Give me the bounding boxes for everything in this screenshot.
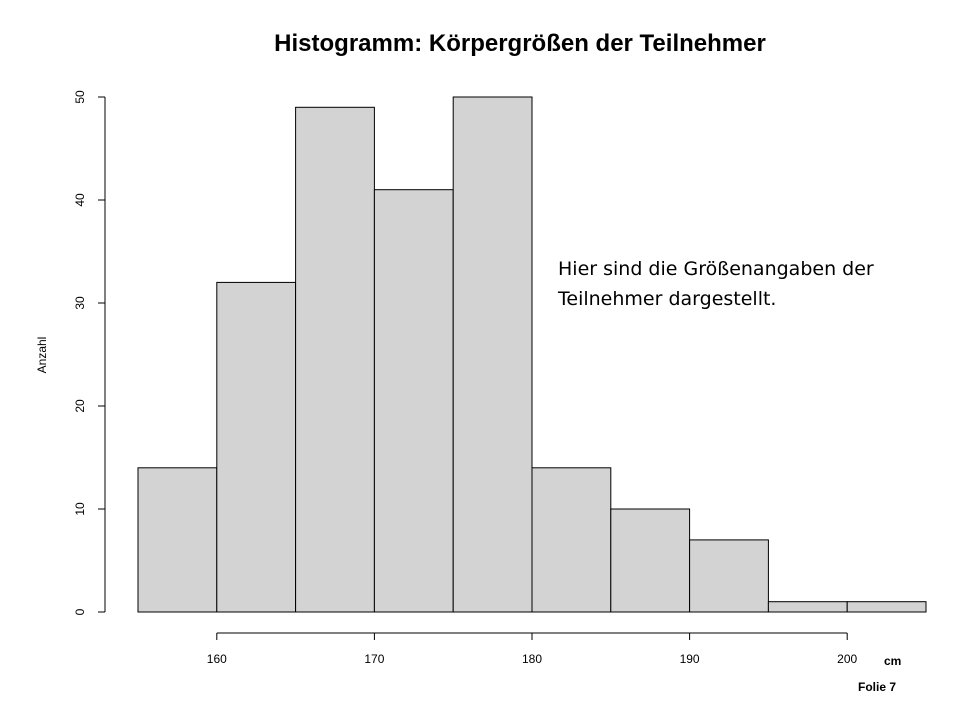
y-tick-label: 30 (73, 296, 87, 310)
histogram-bar (373, 189, 454, 613)
y-tick-label: 0 (73, 608, 87, 615)
histogram-bar (216, 281, 297, 613)
y-tick-label: 20 (73, 399, 87, 413)
x-tick-label: 190 (680, 652, 700, 666)
annotation-text: Hier sind die Größenangaben der Teilnehm… (558, 254, 918, 314)
annotation-line-1: Hier sind die Größenangaben der (558, 258, 874, 280)
histogram-bar (846, 601, 927, 613)
x-tick-label: 160 (207, 652, 227, 666)
y-tick-label: 10 (73, 502, 87, 516)
histogram-bar (531, 467, 612, 613)
x-tick-label: 170 (364, 652, 384, 666)
histogram-bar (689, 539, 769, 613)
histogram-bar (137, 467, 218, 613)
y-axis-label: Anzahl (35, 336, 49, 374)
x-axis-label: cm (884, 654, 902, 668)
histogram-bar (767, 601, 848, 613)
annotation-line-2: Teilnehmer dargestellt. (558, 288, 777, 310)
y-tick-label: 40 (73, 193, 87, 207)
histogram-bar (452, 96, 533, 613)
slide-number: Folie 7 (858, 680, 897, 694)
x-tick-label: 200 (837, 652, 857, 666)
x-tick-label: 180 (522, 652, 542, 666)
y-tick-label: 50 (73, 90, 87, 104)
histogram-bar (295, 106, 375, 613)
histogram-bar (610, 508, 691, 613)
chart-title: Histogramm: Körpergrößen der Teilnehmer (274, 30, 766, 57)
